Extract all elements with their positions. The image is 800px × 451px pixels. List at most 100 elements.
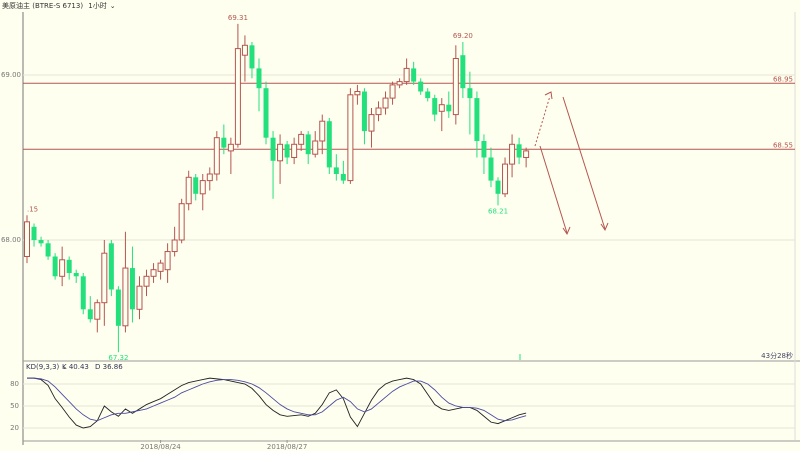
candle-up — [206, 173, 213, 182]
kd-k-label: K 40.43 — [62, 363, 89, 371]
candle-down — [80, 276, 86, 310]
candle-down — [38, 240, 44, 244]
candle-up — [241, 44, 248, 56]
candle-down — [221, 137, 227, 148]
candle-up — [178, 203, 185, 241]
candle-down — [256, 68, 262, 89]
timeframe-selector[interactable]: 1小时 ⌄ — [88, 2, 118, 10]
price-tick-label: 69.00 — [1, 71, 21, 79]
candle-up — [94, 302, 101, 320]
forecast-arrow — [562, 96, 606, 230]
candle-down — [263, 88, 269, 138]
candle-down — [87, 309, 93, 320]
candle-up — [59, 259, 66, 277]
arrow-head-icon — [544, 91, 553, 100]
candle-up — [277, 143, 284, 162]
candle-down — [31, 226, 37, 240]
candle-up — [227, 143, 234, 152]
extreme-label: 67.32 — [108, 354, 128, 362]
candle-down — [45, 243, 51, 257]
candle-up — [24, 221, 30, 258]
candle-down — [66, 259, 72, 273]
kd-d-label: D 36.86 — [95, 363, 123, 371]
candle-up — [452, 58, 459, 116]
candle-up — [143, 275, 150, 287]
candle-down — [249, 45, 255, 69]
timeframe-label: 1小时 — [88, 2, 107, 10]
candle-down — [467, 88, 473, 99]
forecast-arrow — [539, 145, 568, 234]
x-tick-label: 2018/08/24 — [140, 443, 181, 451]
candle-up — [213, 137, 220, 175]
candle-down — [418, 81, 424, 92]
candle-down — [333, 167, 339, 174]
candle-down — [361, 91, 367, 132]
kd-line-k — [27, 377, 527, 429]
candle-down — [425, 91, 431, 99]
candle-down — [326, 121, 332, 168]
arrow-head-icon — [562, 226, 571, 236]
candle-down — [488, 157, 494, 181]
candle-up — [171, 239, 178, 253]
extreme-label: 68.21 — [488, 207, 508, 215]
candle-up — [157, 262, 164, 272]
candle-down — [193, 177, 199, 194]
candle-up — [509, 143, 516, 165]
candle-up — [319, 120, 326, 142]
candle-down — [340, 174, 346, 181]
forecast-dashed-arrow — [534, 95, 551, 147]
candle-down — [474, 98, 480, 141]
candle-down — [305, 134, 311, 155]
candle-up — [150, 269, 157, 277]
candle-down — [115, 289, 121, 326]
candle-down — [411, 68, 417, 82]
candle-up — [312, 140, 319, 155]
candle-up — [403, 67, 410, 83]
candle-up — [438, 104, 445, 112]
candle-down — [432, 98, 438, 115]
kd-tick-label: 80 — [10, 380, 19, 388]
candle-down — [446, 104, 452, 112]
candle-up — [375, 107, 382, 116]
candle-down — [284, 144, 290, 158]
candle-down — [460, 55, 466, 89]
candle-down — [52, 256, 58, 277]
chevron-down-icon: ⌄ — [109, 2, 116, 10]
candle-up — [523, 150, 530, 158]
kd-tick-label: 50 — [10, 402, 19, 410]
candle-up — [354, 91, 361, 96]
candle-up — [502, 163, 509, 195]
price-tick-label: 68.00 — [1, 236, 21, 244]
candle-down — [129, 268, 135, 310]
chart-title-bar: 美原油主 (BTRE-S 6713) 1小时 ⌄ — [2, 1, 122, 11]
candle-down — [73, 273, 79, 277]
countdown-timer: 43分28秒 — [761, 351, 793, 360]
candle-up — [389, 84, 396, 99]
candle-down — [481, 141, 487, 158]
candle-up — [382, 97, 389, 109]
candle-down — [495, 180, 501, 194]
extreme-label: 69.31 — [228, 14, 248, 22]
kd-tick-label: 20 — [10, 424, 19, 432]
candle-up — [396, 81, 403, 86]
kd-title: KD(9,3,3) ⌄ — [26, 363, 67, 371]
candle-up — [199, 180, 206, 195]
candle-up — [122, 267, 129, 327]
candle-up — [234, 48, 241, 145]
extreme-label: 69.20 — [453, 32, 473, 40]
line-value-label: 68.95 — [773, 75, 793, 83]
candle-up — [101, 252, 108, 304]
candle-down — [516, 144, 522, 158]
arrow-head-icon — [600, 222, 609, 232]
candle-up — [164, 251, 171, 271]
candle-up — [291, 143, 298, 159]
extreme-label: .15 — [27, 205, 38, 213]
candle-up — [136, 285, 143, 310]
candle-up — [185, 176, 192, 205]
candle-up — [298, 133, 305, 145]
candle-up — [347, 94, 354, 182]
line-value-label: 68.55 — [773, 141, 793, 149]
candle-up — [368, 114, 375, 132]
kd-line-d — [27, 377, 527, 422]
